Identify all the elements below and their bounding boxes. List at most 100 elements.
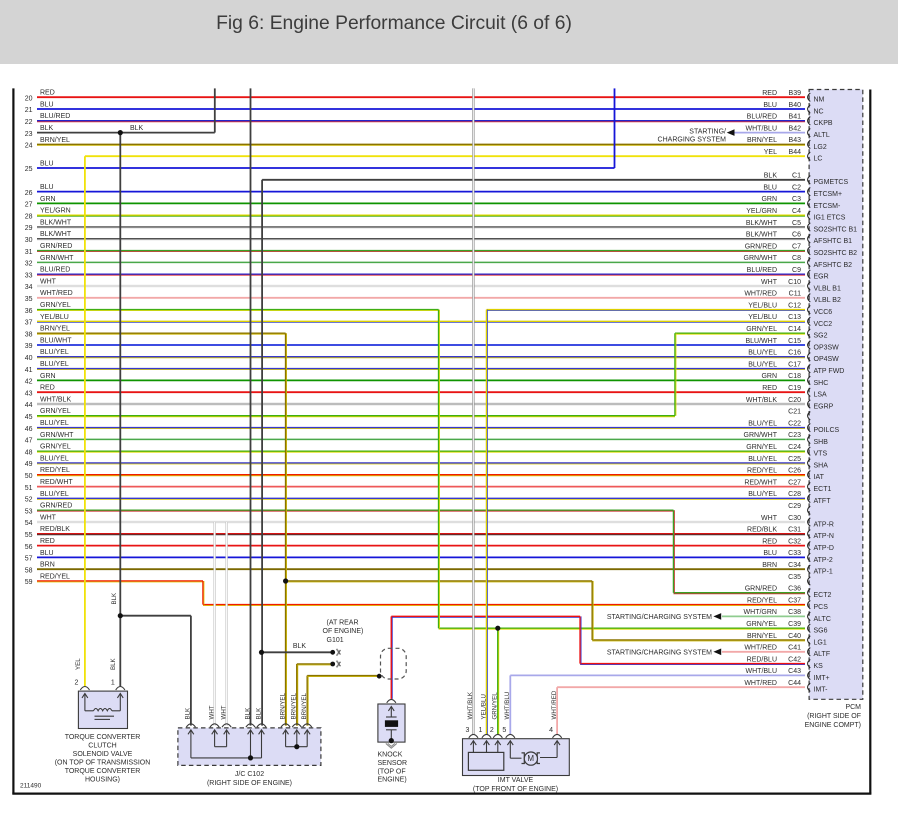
- svg-text:YEL/GRN: YEL/GRN: [746, 208, 777, 215]
- svg-text:RED: RED: [40, 538, 55, 545]
- svg-text:55: 55: [25, 532, 33, 539]
- svg-text:M: M: [527, 754, 534, 763]
- svg-text:(RIGHT SIDE OF: (RIGHT SIDE OF: [807, 713, 861, 720]
- svg-text:C36: C36: [788, 586, 801, 593]
- svg-text:C17: C17: [788, 361, 801, 368]
- svg-text:C8: C8: [792, 255, 801, 262]
- svg-text:C14: C14: [788, 326, 801, 333]
- svg-text:50: 50: [25, 473, 33, 480]
- svg-text:BLU/YEL: BLU/YEL: [748, 491, 777, 498]
- svg-text:GRN: GRN: [40, 373, 56, 380]
- svg-text:OF ENGINE): OF ENGINE): [323, 628, 364, 635]
- svg-text:GRN/YEL: GRN/YEL: [492, 692, 499, 720]
- svg-text:WHT/RED: WHT/RED: [40, 290, 73, 297]
- svg-text:C1: C1: [792, 173, 801, 180]
- svg-text:BLK: BLK: [40, 125, 54, 132]
- svg-text:SHC: SHC: [814, 380, 829, 387]
- svg-text:GRN/WHT: GRN/WHT: [40, 432, 74, 439]
- svg-text:BLU: BLU: [763, 184, 777, 191]
- svg-text:(ON TOP OF TRANSMISSION: (ON TOP OF TRANSMISSION: [55, 760, 151, 767]
- svg-text:RED: RED: [40, 385, 55, 392]
- svg-text:31: 31: [25, 249, 33, 256]
- svg-text:C40: C40: [788, 633, 801, 640]
- svg-text:RED: RED: [762, 385, 777, 392]
- svg-text:NC: NC: [814, 108, 824, 115]
- svg-text:C9: C9: [792, 267, 801, 274]
- svg-text:B44: B44: [789, 149, 802, 156]
- svg-text:B42: B42: [789, 125, 802, 132]
- svg-text:BRN/YEL: BRN/YEL: [279, 692, 286, 719]
- svg-text:LSA: LSA: [814, 392, 828, 399]
- svg-text:58: 58: [25, 567, 33, 574]
- svg-text:SG2: SG2: [814, 333, 828, 340]
- svg-text:WHT/RED: WHT/RED: [744, 680, 777, 687]
- svg-text:IMT+: IMT+: [814, 675, 830, 682]
- svg-text:GRN/WHT: GRN/WHT: [744, 255, 778, 262]
- svg-text:(TOP OF: (TOP OF: [378, 768, 406, 775]
- svg-text:(AT REAR: (AT REAR: [327, 620, 359, 627]
- svg-text:GRN/YEL: GRN/YEL: [746, 326, 777, 333]
- svg-text:37: 37: [25, 320, 33, 327]
- svg-text:34: 34: [25, 284, 33, 291]
- svg-text:BLU/WHT: BLU/WHT: [40, 337, 72, 344]
- svg-text:45: 45: [25, 414, 33, 421]
- svg-text:AFSHTC B2: AFSHTC B2: [814, 262, 853, 269]
- svg-text:PCS: PCS: [814, 604, 829, 611]
- svg-text:C41: C41: [788, 645, 801, 652]
- svg-text:ALTF: ALTF: [814, 651, 831, 658]
- svg-text:BLU/RED: BLU/RED: [40, 113, 70, 120]
- svg-text:BRN/YEL: BRN/YEL: [40, 326, 70, 333]
- svg-text:TORQUE CONVERTER: TORQUE CONVERTER: [65, 734, 141, 741]
- svg-text:BLK/WHT: BLK/WHT: [40, 219, 72, 226]
- svg-text:C15: C15: [788, 338, 801, 345]
- svg-text:BRN/YEL: BRN/YEL: [301, 692, 308, 719]
- svg-text:KS: KS: [814, 663, 824, 670]
- svg-text:30: 30: [25, 237, 33, 244]
- svg-text:GRN/RED: GRN/RED: [745, 243, 777, 250]
- svg-text:NM: NM: [814, 97, 825, 104]
- svg-text:BLK: BLK: [110, 657, 117, 670]
- svg-text:RED/BLK: RED/BLK: [40, 526, 70, 533]
- svg-text:42: 42: [25, 379, 33, 386]
- svg-text:WHT/BLU: WHT/BLU: [746, 125, 778, 132]
- svg-text:C11: C11: [789, 291, 801, 298]
- svg-text:C33: C33: [788, 550, 801, 557]
- svg-text:2: 2: [490, 727, 494, 734]
- svg-text:AFSHTC B1: AFSHTC B1: [814, 238, 853, 245]
- svg-text:C23: C23: [788, 432, 801, 439]
- svg-text:LG2: LG2: [814, 144, 827, 151]
- svg-text:WHT/BLK: WHT/BLK: [40, 396, 71, 403]
- svg-text:C26: C26: [788, 468, 801, 475]
- svg-text:VLBL B1: VLBL B1: [814, 285, 841, 292]
- svg-text:IMT VALVE: IMT VALVE: [498, 777, 534, 784]
- svg-text:BLK: BLK: [111, 592, 118, 605]
- svg-text:24: 24: [25, 143, 33, 150]
- svg-text:WHT: WHT: [208, 705, 215, 719]
- svg-text:BLU/YEL: BLU/YEL: [748, 350, 777, 357]
- svg-text:ETCSM-: ETCSM-: [814, 203, 842, 210]
- svg-text:25: 25: [25, 166, 33, 173]
- svg-text:YEL/BLU: YEL/BLU: [748, 302, 777, 309]
- svg-text:C24: C24: [788, 444, 801, 451]
- svg-text:ATP-R: ATP-R: [814, 521, 834, 528]
- svg-text:BLK/WHT: BLK/WHT: [746, 232, 778, 239]
- svg-text:33: 33: [25, 272, 33, 279]
- svg-text:28: 28: [25, 213, 33, 220]
- svg-text:46: 46: [25, 426, 33, 433]
- svg-text:BLU/YEL: BLU/YEL: [748, 420, 777, 427]
- svg-text:C16: C16: [788, 350, 801, 357]
- svg-text:GRN/YEL: GRN/YEL: [40, 408, 71, 415]
- svg-text:RED/WHT: RED/WHT: [40, 479, 73, 486]
- svg-text:SHA: SHA: [814, 462, 829, 469]
- svg-text:51: 51: [25, 485, 33, 492]
- svg-text:ATP-2: ATP-2: [814, 557, 833, 564]
- svg-text:BLK/WHT: BLK/WHT: [40, 231, 72, 238]
- svg-text:WHT/GRN: WHT/GRN: [744, 609, 777, 616]
- svg-text:BRN/YEL: BRN/YEL: [291, 692, 298, 719]
- svg-text:ALTC: ALTC: [814, 616, 831, 623]
- svg-text:PGMETCS: PGMETCS: [814, 179, 849, 186]
- svg-text:RED/BLU: RED/BLU: [747, 656, 777, 663]
- svg-text:ATP FWD: ATP FWD: [814, 368, 845, 375]
- svg-text:GRN/RED: GRN/RED: [745, 586, 777, 593]
- svg-text:WHT: WHT: [761, 515, 778, 522]
